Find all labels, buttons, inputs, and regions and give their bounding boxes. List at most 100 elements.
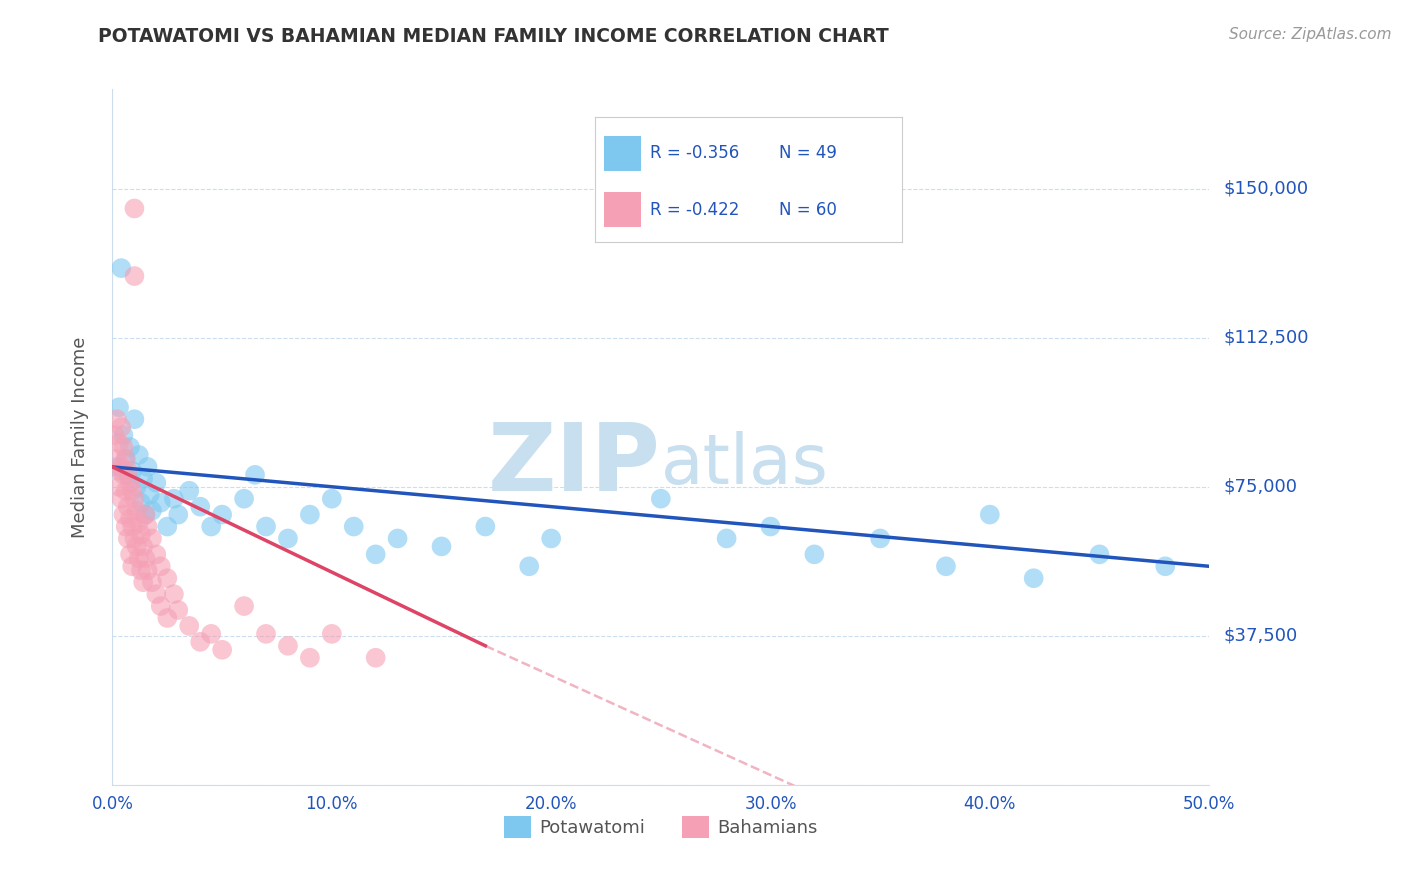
Y-axis label: Median Family Income: Median Family Income — [70, 336, 89, 538]
Point — [233, 599, 256, 613]
Point — [112, 428, 135, 442]
Point — [935, 559, 957, 574]
Point — [540, 532, 562, 546]
Point — [430, 540, 453, 554]
Point — [117, 500, 139, 514]
Point — [254, 519, 277, 533]
Point — [141, 532, 163, 546]
Point — [188, 635, 211, 649]
Point — [112, 440, 135, 454]
Point — [254, 627, 277, 641]
Point — [149, 599, 172, 613]
Point — [114, 452, 136, 467]
Point — [1088, 547, 1111, 561]
Point — [105, 412, 128, 426]
Point — [128, 551, 150, 566]
Point — [145, 475, 167, 490]
Point — [129, 563, 152, 577]
Legend: Potawatomi, Bahamians: Potawatomi, Bahamians — [496, 809, 825, 846]
Point — [474, 519, 496, 533]
Point — [364, 547, 387, 561]
Point — [1022, 571, 1045, 585]
Point — [132, 540, 155, 554]
Point — [139, 488, 162, 502]
Point — [132, 575, 155, 590]
Point — [124, 532, 146, 546]
Point — [243, 467, 266, 482]
Point — [321, 491, 343, 506]
Text: $112,500: $112,500 — [1223, 328, 1309, 347]
Point — [129, 496, 152, 510]
Point — [364, 650, 387, 665]
Point — [121, 559, 143, 574]
Point — [121, 464, 143, 478]
Point — [125, 503, 148, 517]
Point — [117, 532, 139, 546]
Point — [124, 412, 146, 426]
Point — [114, 452, 136, 467]
Point — [167, 603, 190, 617]
Point — [277, 639, 299, 653]
Point — [108, 480, 131, 494]
Point — [136, 459, 159, 474]
Point — [211, 508, 233, 522]
Point — [200, 519, 222, 533]
Point — [156, 519, 179, 533]
Point — [869, 532, 891, 546]
Point — [298, 650, 321, 665]
Point — [136, 519, 159, 533]
Point — [803, 547, 825, 561]
Point — [716, 532, 738, 546]
Point — [156, 571, 179, 585]
Point — [141, 575, 163, 590]
Point — [124, 202, 146, 216]
Point — [233, 491, 256, 506]
Point — [114, 483, 136, 498]
Point — [114, 519, 136, 533]
Point — [105, 459, 128, 474]
Text: $75,000: $75,000 — [1223, 478, 1298, 496]
Point — [108, 436, 131, 450]
Point — [145, 587, 167, 601]
Point — [179, 483, 201, 498]
Point — [343, 519, 366, 533]
Point — [104, 428, 127, 442]
Point — [759, 519, 782, 533]
Point — [149, 496, 172, 510]
Point — [132, 472, 155, 486]
Point — [124, 491, 146, 506]
Point — [118, 475, 141, 490]
Point — [118, 547, 141, 561]
Point — [125, 480, 148, 494]
Point — [112, 467, 135, 482]
Point — [134, 508, 156, 522]
Point — [118, 511, 141, 525]
Point — [121, 519, 143, 533]
Point — [128, 516, 150, 530]
Point — [517, 559, 540, 574]
Point — [110, 261, 132, 276]
Point — [134, 508, 156, 522]
Point — [141, 503, 163, 517]
Point — [179, 619, 201, 633]
Point — [128, 448, 150, 462]
Point — [112, 508, 135, 522]
Point — [200, 627, 222, 641]
Point — [277, 532, 299, 546]
Point — [156, 611, 179, 625]
Point — [110, 491, 132, 506]
Point — [145, 547, 167, 561]
Text: $150,000: $150,000 — [1223, 179, 1308, 198]
Text: POTAWATOMI VS BAHAMIAN MEDIAN FAMILY INCOME CORRELATION CHART: POTAWATOMI VS BAHAMIAN MEDIAN FAMILY INC… — [98, 27, 889, 45]
Point — [387, 532, 409, 546]
Point — [1154, 559, 1177, 574]
Point — [118, 440, 141, 454]
Point — [163, 491, 186, 506]
Point — [134, 551, 156, 566]
Point — [979, 508, 1001, 522]
Point — [298, 508, 321, 522]
Point — [136, 563, 159, 577]
Text: $37,500: $37,500 — [1223, 627, 1298, 645]
Point — [117, 467, 139, 482]
Point — [188, 500, 211, 514]
